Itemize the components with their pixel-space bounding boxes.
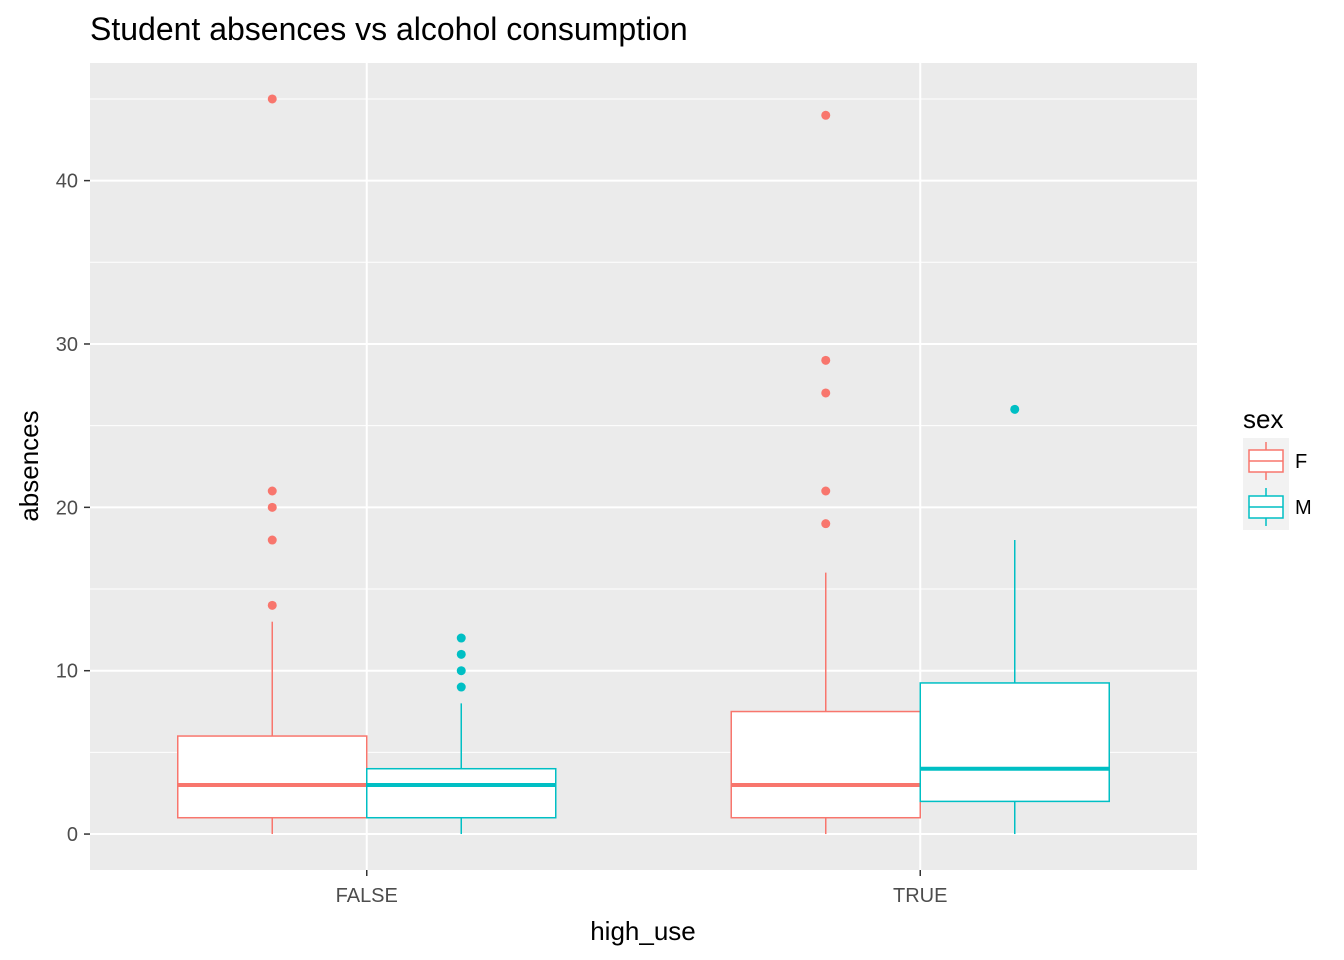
legend: sex F M: [1243, 404, 1312, 530]
chart-title: Student absences vs alcohol consumption: [90, 11, 688, 47]
outlier-point: [267, 535, 277, 545]
x-tick-label: FALSE: [336, 885, 398, 907]
y-tick-label: 20: [56, 497, 78, 519]
outlier-point: [456, 682, 466, 692]
outlier-point: [821, 110, 831, 120]
legend-key-F: [1243, 438, 1289, 484]
outlier-point: [456, 649, 466, 659]
box-series: [177, 94, 1110, 835]
y-axis: 0 10 20 30 40: [56, 171, 90, 846]
x-axis: FALSE TRUE: [336, 870, 947, 907]
y-tick-label: 40: [56, 171, 78, 193]
legend-label-F: F: [1295, 451, 1307, 473]
box-F-FALSE: [177, 94, 368, 835]
box-F-TRUE: [730, 110, 921, 835]
box-rect: [177, 735, 368, 819]
outlier-point: [821, 486, 831, 496]
x-axis-title: high_use: [590, 916, 696, 946]
x-tick-label: TRUE: [893, 885, 947, 907]
outlier-point: [267, 600, 277, 610]
outlier-point: [821, 355, 831, 365]
outlier-point: [456, 633, 466, 643]
box-rect: [366, 767, 557, 819]
outlier-point: [1010, 404, 1020, 414]
outlier-point: [821, 519, 831, 529]
y-tick-label: 0: [67, 824, 78, 846]
outlier-point: [456, 666, 466, 676]
box-rect: [730, 710, 921, 819]
legend-label-M: M: [1295, 497, 1312, 519]
legend-key-M: [1243, 484, 1289, 530]
outlier-point: [267, 94, 277, 104]
box-M-TRUE: [919, 404, 1110, 835]
y-tick-label: 10: [56, 661, 78, 683]
y-axis-title: absences: [14, 410, 44, 521]
box-M-FALSE: [366, 633, 557, 835]
legend-title: sex: [1243, 404, 1283, 434]
outlier-point: [821, 388, 831, 398]
y-tick-label: 30: [56, 334, 78, 356]
outlier-point: [267, 502, 277, 512]
box-rect: [919, 682, 1110, 803]
outlier-point: [267, 486, 277, 496]
